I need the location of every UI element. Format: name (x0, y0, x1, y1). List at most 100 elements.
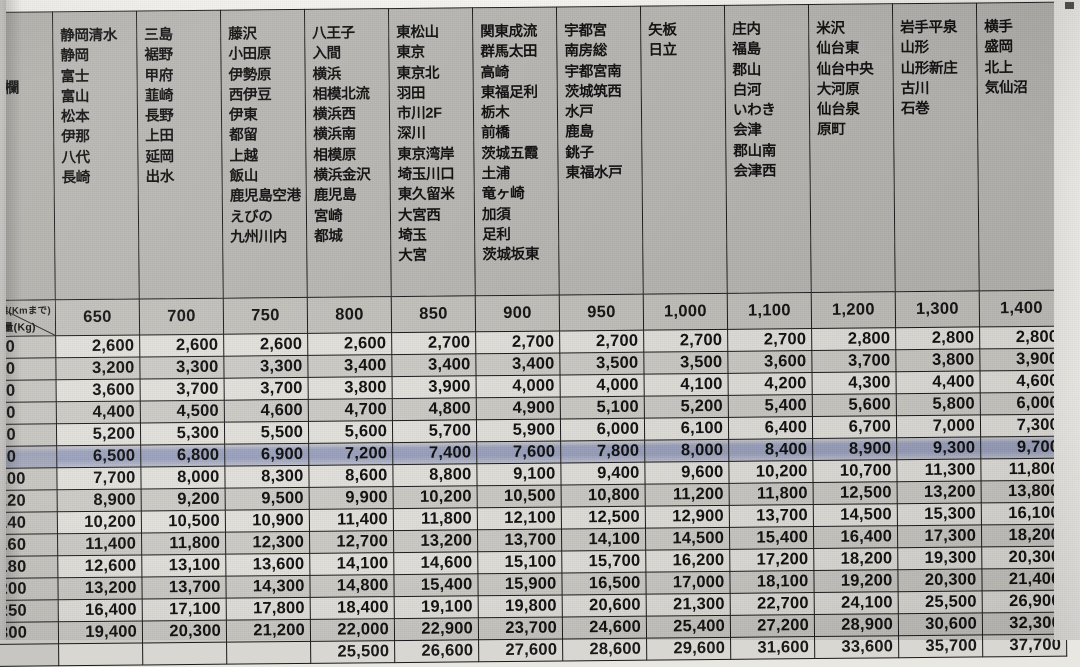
rate-cell: 10,900 (225, 509, 310, 533)
destination-name: 伊東 (228, 107, 258, 124)
rate-cell: 9,100 (476, 462, 562, 486)
rate-cell: 6,900 (224, 443, 309, 467)
weight-cell: 200 (0, 577, 59, 601)
rate-cell: 35,700 (898, 634, 983, 658)
rate-cell: 15,100 (477, 550, 562, 574)
distance-1300: 1,300 (895, 290, 980, 328)
destination-name: 小田原 (228, 46, 272, 63)
rate-cell: 11,400 (57, 532, 142, 556)
rate-cell: 20,300 (897, 568, 983, 592)
rate-cell: 21,200 (226, 619, 311, 643)
destination-name: 鹿児島空港 (229, 188, 301, 206)
rate-cell: 10,500 (141, 510, 226, 533)
distance-header-row: 距離(Kmまで) 重量(Kg) 650 700 750 800 850 900 … (0, 290, 1064, 337)
destination-name: 大河原 (816, 81, 860, 98)
destination-name: 東久留米 (397, 186, 455, 204)
rate-cell: 13,200 (57, 576, 143, 600)
destination-name: 盛岡 (984, 39, 1013, 56)
destination-name: 羽田 (396, 85, 426, 102)
rate-cell: 15,400 (393, 573, 479, 597)
destination-name: 茨城五霞 (481, 145, 539, 162)
destination-name: 長野 (144, 108, 174, 125)
destination-name: 東京北 (396, 65, 440, 82)
rate-cell: 7,000 (896, 414, 981, 438)
rate-cell: 6,800 (140, 444, 225, 467)
destination-name: 宇都宮 (564, 23, 607, 40)
distance-750: 750 (223, 297, 308, 335)
destination-name: えびの (229, 208, 273, 226)
destination-name: 埼玉 (398, 227, 427, 244)
distance-1200: 1,200 (811, 291, 896, 329)
rate-cell: 5,500 (224, 421, 309, 445)
rate-cell: 10,200 (393, 485, 478, 509)
destination-name: 岩手平泉 (900, 19, 958, 37)
rate-cell: 6,000 (560, 418, 645, 441)
rate-cell: 6,500 (56, 444, 141, 468)
destination-name: 静岡 (60, 48, 89, 65)
destination-name: 郡山南 (733, 143, 777, 160)
destination-name: 仙台東 (816, 40, 860, 58)
rate-cell: 14,500 (813, 503, 898, 527)
rate-cell: 11,300 (896, 458, 982, 482)
rate-cell: 11,800 (980, 458, 1066, 481)
destination-name: 藤沢 (228, 26, 257, 43)
rate-cell: 14,100 (309, 552, 394, 576)
rate-cell: 3,800 (308, 376, 393, 400)
left-cut-label-2: 示欄 (0, 79, 20, 97)
destination-name: 南房総 (564, 43, 608, 60)
rate-cell: 21,300 (646, 593, 731, 617)
rate-cell: 24,600 (562, 616, 647, 639)
rate-cell: 23,700 (478, 616, 563, 640)
weight-cell: 80 (0, 445, 57, 469)
rate-cell: 2,800 (811, 327, 896, 351)
rate-cell: 14,300 (225, 575, 311, 599)
rate-cell: 9,400 (560, 462, 646, 485)
rate-cell: 3,700 (811, 349, 896, 373)
destination-name: 郡山 (732, 62, 762, 79)
paper-left-margin (0, 0, 6, 640)
rate-cell: 8,800 (392, 463, 478, 487)
weight-cell: 140 (0, 511, 58, 535)
destination-name: 宮崎 (313, 208, 343, 225)
destination-name: 韮崎 (144, 88, 174, 105)
rate-cell: 5,700 (392, 419, 477, 443)
weight-cell: 30 (0, 379, 57, 403)
rate-cell: 9,300 (896, 436, 981, 460)
rate-cell: 7,200 (308, 442, 393, 466)
rate-cell: 4,200 (728, 372, 813, 396)
rate-cell: 9,500 (225, 487, 310, 511)
rate-cell: 2,600 (223, 333, 308, 357)
destination-name: 三島 (144, 27, 173, 44)
rate-cell: 4,300 (811, 371, 897, 395)
rate-cell: 20,600 (562, 594, 647, 617)
destination-name: 会津西 (733, 163, 777, 180)
destination-name: 入間 (312, 45, 341, 63)
rate-cell: 14,600 (393, 551, 478, 575)
destination-name: 横浜南 (313, 126, 356, 144)
rate-cell: 19,200 (813, 569, 899, 593)
rate-cell: 17,100 (142, 598, 227, 621)
distance-850: 850 (391, 295, 476, 333)
destination-name: 延岡 (145, 148, 174, 166)
destination-name: 東松山 (396, 24, 439, 42)
rate-cell: 8,400 (728, 438, 813, 462)
destination-cell-1400: 横手 盛岡 北上 気仙沼 (976, 2, 1064, 291)
distance-650: 650 (55, 299, 140, 336)
destination-name: 山形 (900, 40, 929, 57)
destination-name: 埼玉川口 (397, 166, 455, 184)
destination-name: 古川 (900, 80, 930, 98)
rate-cell: 12,700 (309, 530, 394, 554)
rate-cell (226, 641, 311, 665)
destination-cell-950: 宇都宮 南房総 宇都宮南 茨城筑西 水戸 鹿島 銚子 東福水戸 (556, 6, 644, 295)
rate-cell: 3,400 (475, 352, 561, 376)
rate-cell: 4,800 (392, 397, 477, 421)
rate-cell: 5,200 (644, 395, 729, 419)
rate-cell: 2,600 (307, 332, 392, 356)
rate-cell: 17,800 (226, 597, 311, 621)
destination-name: 市川2F (396, 105, 442, 123)
rate-cell: 5,100 (560, 396, 645, 419)
rate-cell: 4,500 (140, 400, 225, 423)
rate-cell: 25,500 (898, 590, 983, 614)
